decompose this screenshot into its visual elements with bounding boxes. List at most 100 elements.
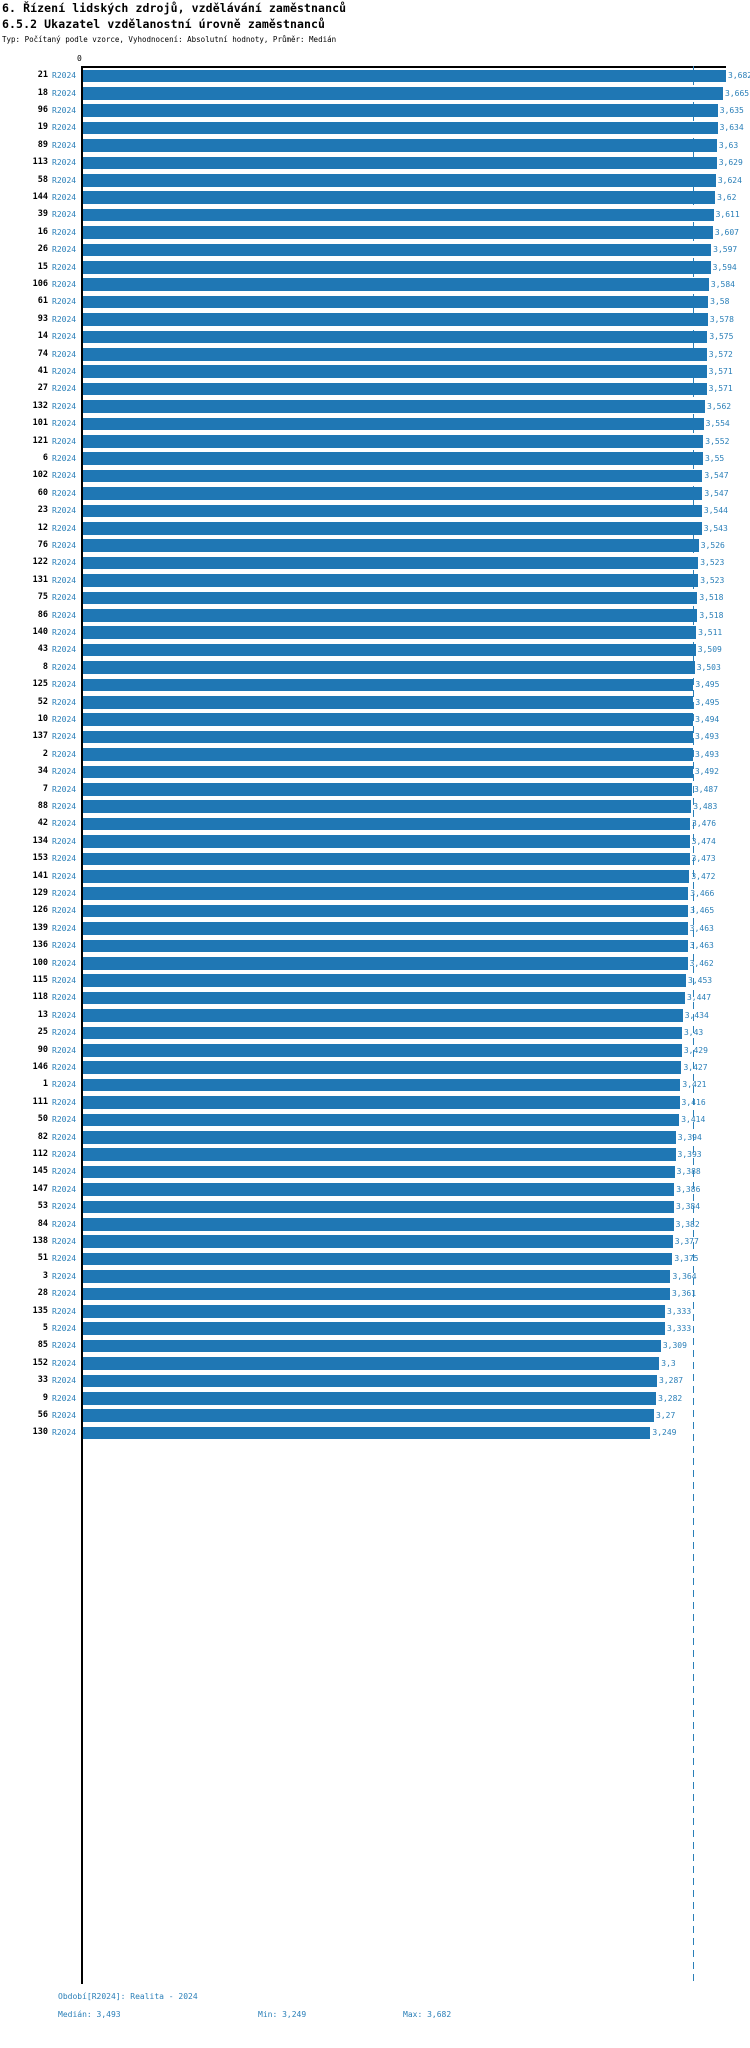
bar[interactable] (83, 208, 714, 222)
bar[interactable] (83, 452, 703, 465)
bar-row[interactable]: 86 R2024 3,518 (0, 607, 750, 624)
bar-row[interactable]: 129 R2024 3,466 (0, 885, 750, 902)
bar-row[interactable]: 136 R2024 3,463 (0, 937, 750, 954)
bar-row[interactable]: 126 R2024 3,465 (0, 902, 750, 919)
bar[interactable] (83, 400, 706, 413)
bar[interactable] (83, 69, 726, 83)
bar[interactable] (83, 382, 707, 396)
bar[interactable] (83, 1148, 676, 1161)
bar[interactable] (83, 330, 708, 344)
bar-row[interactable]: 16 R2024 3,607 (0, 224, 750, 241)
bar-row[interactable]: 8 R2024 3,503 (0, 659, 750, 676)
bar-row[interactable]: 134 R2024 3,474 (0, 833, 750, 850)
bar[interactable] (83, 887, 689, 900)
bar[interactable] (83, 1252, 673, 1266)
bar[interactable] (83, 1426, 651, 1440)
bar-row[interactable]: 125 R2024 3,495 (0, 676, 750, 693)
bar[interactable] (83, 1061, 682, 1074)
bar[interactable] (83, 1322, 666, 1335)
bar-row[interactable]: 93 R2024 3,578 (0, 311, 750, 328)
bar[interactable] (83, 1357, 660, 1370)
bar[interactable] (83, 730, 693, 744)
bar-row[interactable]: 61 R2024 3,58 (0, 293, 750, 310)
bar-row[interactable]: 75 R2024 3,518 (0, 589, 750, 606)
bar[interactable] (83, 591, 698, 605)
bar[interactable] (83, 278, 709, 291)
bar-row[interactable]: 3 R2024 3,364 (0, 1268, 750, 1285)
bar-row[interactable]: 74 R2024 3,572 (0, 346, 750, 363)
bar[interactable] (83, 434, 704, 448)
bar[interactable] (83, 939, 688, 953)
bar-row[interactable]: 7 R2024 3,487 (0, 781, 750, 798)
bar[interactable] (83, 800, 692, 813)
bar-row[interactable]: 121 R2024 3,552 (0, 433, 750, 450)
bar-row[interactable]: 58 R2024 3,624 (0, 172, 750, 189)
bar-row[interactable]: 13 R2024 3,434 (0, 1007, 750, 1024)
bar-row[interactable]: 89 R2024 3,63 (0, 137, 750, 154)
bar[interactable] (83, 139, 717, 152)
bar[interactable] (83, 1096, 680, 1109)
bar[interactable] (83, 782, 692, 796)
bar[interactable] (83, 295, 709, 309)
bar-row[interactable]: 100 R2024 3,462 (0, 955, 750, 972)
bar[interactable] (83, 86, 724, 100)
bar[interactable] (83, 922, 688, 935)
bar[interactable] (83, 347, 707, 361)
bar[interactable] (83, 869, 690, 883)
bar[interactable] (83, 1026, 682, 1040)
bar-row[interactable]: 132 R2024 3,562 (0, 398, 750, 415)
bar[interactable] (83, 1165, 675, 1179)
bar-row[interactable]: 60 R2024 3,547 (0, 485, 750, 502)
bar-row[interactable]: 137 R2024 3,493 (0, 728, 750, 745)
bar-row[interactable]: 140 R2024 3,511 (0, 624, 750, 641)
bar[interactable] (83, 574, 699, 587)
bar[interactable] (83, 487, 703, 500)
bar-row[interactable]: 43 R2024 3,509 (0, 641, 750, 658)
bar-row[interactable]: 25 R2024 3,43 (0, 1024, 750, 1041)
bar-row[interactable]: 118 R2024 3,447 (0, 989, 750, 1006)
bar-row[interactable]: 21 R2024 3,682 (0, 67, 750, 84)
bar-row[interactable]: 131 R2024 3,523 (0, 572, 750, 589)
bar-row[interactable]: 88 R2024 3,483 (0, 798, 750, 815)
bar-row[interactable]: 50 R2024 3,414 (0, 1111, 750, 1128)
bar[interactable] (83, 1183, 675, 1196)
bar[interactable] (83, 1391, 657, 1405)
bar[interactable] (83, 539, 699, 552)
bar-row[interactable]: 144 R2024 3,62 (0, 189, 750, 206)
bar[interactable] (83, 521, 702, 535)
bar[interactable] (83, 121, 718, 135)
bar-row[interactable]: 85 R2024 3,309 (0, 1337, 750, 1354)
bar-row[interactable]: 28 R2024 3,361 (0, 1285, 750, 1302)
bar[interactable] (83, 852, 690, 866)
bar[interactable] (83, 678, 694, 692)
bar[interactable] (83, 1078, 681, 1092)
bar[interactable] (83, 104, 718, 117)
bar[interactable] (83, 713, 694, 726)
bar-row[interactable]: 51 R2024 3,375 (0, 1250, 750, 1267)
bar-row[interactable]: 147 R2024 3,386 (0, 1181, 750, 1198)
bar-row[interactable]: 82 R2024 3,394 (0, 1129, 750, 1146)
bar-row[interactable]: 113 R2024 3,629 (0, 154, 750, 171)
bar[interactable] (83, 1270, 671, 1283)
bar-row[interactable]: 111 R2024 3,416 (0, 1094, 750, 1111)
bar[interactable] (83, 974, 686, 987)
bar-row[interactable]: 15 R2024 3,594 (0, 259, 750, 276)
bar-row[interactable]: 141 R2024 3,472 (0, 868, 750, 885)
bar-row[interactable]: 84 R2024 3,382 (0, 1216, 750, 1233)
bar[interactable] (83, 1374, 658, 1388)
bar[interactable] (83, 1304, 666, 1318)
bar[interactable] (83, 556, 699, 570)
bar-row[interactable]: 27 R2024 3,571 (0, 380, 750, 397)
bar-row[interactable]: 53 R2024 3,384 (0, 1198, 750, 1215)
bar-row[interactable]: 101 R2024 3,554 (0, 415, 750, 432)
bar-row[interactable]: 56 R2024 3,27 (0, 1407, 750, 1424)
bar-row[interactable]: 42 R2024 3,476 (0, 815, 750, 832)
bar-row[interactable]: 76 R2024 3,526 (0, 537, 750, 554)
bar-row[interactable]: 130 R2024 3,249 (0, 1424, 750, 1441)
bar[interactable] (83, 1409, 655, 1422)
bar[interactable] (83, 504, 702, 518)
bar-row[interactable]: 139 R2024 3,463 (0, 920, 750, 937)
bar[interactable] (83, 260, 711, 274)
bar[interactable] (83, 1200, 674, 1214)
bar[interactable] (83, 243, 712, 257)
